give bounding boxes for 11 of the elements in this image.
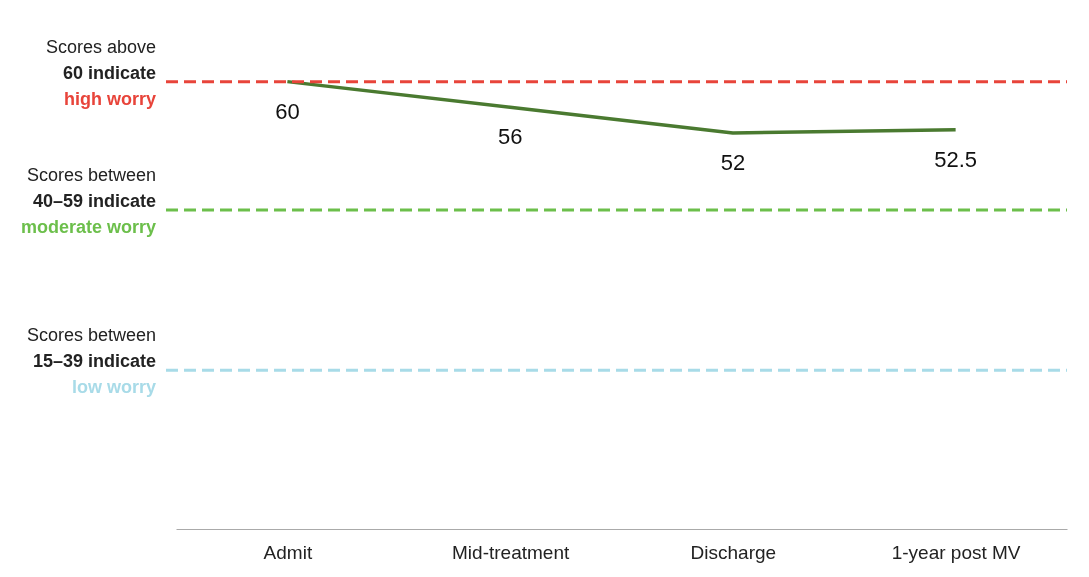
data-label: 56: [497, 124, 523, 150]
data-label: 52.5: [934, 146, 978, 172]
ref-line-label: Scores between 15–39 indicate low worry: [26, 325, 156, 398]
data-label: 60: [275, 98, 300, 124]
x-tick-label: Mid-treatment: [452, 541, 570, 563]
ref-line-label: Scores above 60 indicate high worry: [45, 36, 156, 109]
ref-line-label: Scores between 40–59 indicate moderate worry: [20, 164, 156, 237]
data-label: 52: [720, 149, 746, 175]
x-tick-label: Discharge: [690, 541, 777, 563]
x-tick-label: 1-year post MV: [891, 541, 1021, 563]
x-tick-label: Admit: [263, 541, 313, 563]
